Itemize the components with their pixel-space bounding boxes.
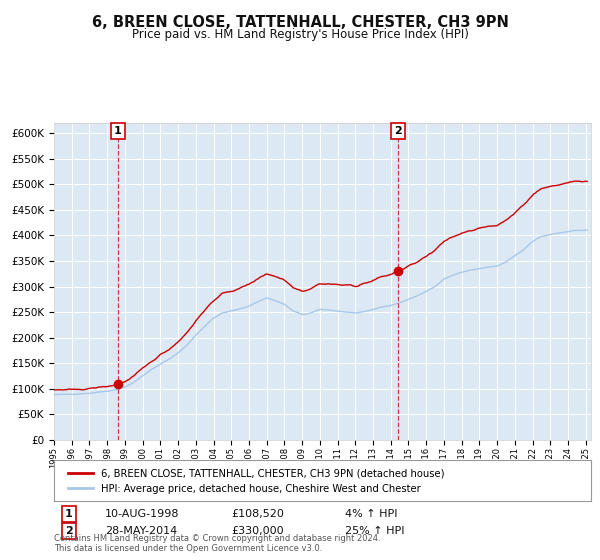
Legend: 6, BREEN CLOSE, TATTENHALL, CHESTER, CH3 9PN (detached house), HPI: Average pric: 6, BREEN CLOSE, TATTENHALL, CHESTER, CH3… bbox=[64, 464, 449, 497]
Text: £330,000: £330,000 bbox=[231, 526, 284, 536]
Text: 6, BREEN CLOSE, TATTENHALL, CHESTER, CH3 9PN: 6, BREEN CLOSE, TATTENHALL, CHESTER, CH3… bbox=[92, 15, 508, 30]
Text: 28-MAY-2014: 28-MAY-2014 bbox=[105, 526, 177, 536]
Text: 4% ↑ HPI: 4% ↑ HPI bbox=[345, 509, 398, 519]
Text: 2: 2 bbox=[65, 526, 73, 536]
Text: 1: 1 bbox=[65, 509, 73, 519]
Text: £108,520: £108,520 bbox=[231, 509, 284, 519]
Text: Contains HM Land Registry data © Crown copyright and database right 2024.
This d: Contains HM Land Registry data © Crown c… bbox=[54, 534, 380, 553]
Text: 25% ↑ HPI: 25% ↑ HPI bbox=[345, 526, 404, 536]
Text: 2: 2 bbox=[394, 126, 401, 136]
Text: Price paid vs. HM Land Registry's House Price Index (HPI): Price paid vs. HM Land Registry's House … bbox=[131, 28, 469, 41]
Text: 1: 1 bbox=[114, 126, 122, 136]
Text: 10-AUG-1998: 10-AUG-1998 bbox=[105, 509, 179, 519]
